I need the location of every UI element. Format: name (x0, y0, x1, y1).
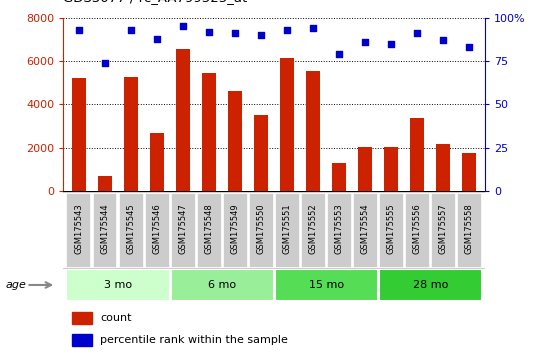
Text: GSM175547: GSM175547 (179, 203, 187, 254)
Bar (410, 118, 424, 191)
FancyBboxPatch shape (301, 193, 326, 268)
Point (283, 27, 291, 33)
FancyBboxPatch shape (353, 193, 377, 268)
Text: GDS3077 / rc_AA799525_at: GDS3077 / rc_AA799525_at (63, 0, 247, 4)
FancyBboxPatch shape (197, 193, 222, 268)
Text: GSM175551: GSM175551 (283, 203, 291, 254)
Text: GSM175558: GSM175558 (464, 203, 474, 254)
FancyBboxPatch shape (67, 269, 170, 301)
Text: GSM175543: GSM175543 (74, 203, 84, 254)
Text: count: count (100, 313, 132, 323)
FancyBboxPatch shape (144, 193, 170, 268)
Text: 28 mo: 28 mo (413, 280, 448, 290)
Point (101, 60, 110, 65)
Bar (72, 79, 86, 191)
FancyBboxPatch shape (171, 269, 274, 301)
Point (465, 44, 474, 50)
Bar (72, 334, 92, 346)
Point (439, 38, 447, 43)
Point (204, 29, 213, 34)
Text: GSM175549: GSM175549 (230, 203, 240, 254)
Text: GSM175550: GSM175550 (257, 203, 266, 254)
Point (231, 30, 240, 36)
FancyBboxPatch shape (223, 193, 247, 268)
Text: 15 mo: 15 mo (309, 280, 344, 290)
Bar (358, 147, 372, 191)
Bar (384, 147, 398, 191)
Text: GSM175545: GSM175545 (127, 203, 136, 254)
Text: age: age (6, 280, 26, 290)
Text: GSM175555: GSM175555 (387, 203, 396, 254)
Point (413, 30, 422, 36)
FancyBboxPatch shape (327, 193, 352, 268)
Point (335, 51, 344, 57)
Text: GSM175546: GSM175546 (153, 203, 161, 254)
Bar (436, 144, 450, 191)
Text: percentile rank within the sample: percentile rank within the sample (100, 335, 288, 346)
Point (361, 39, 370, 45)
Bar (124, 77, 138, 191)
FancyBboxPatch shape (274, 193, 300, 268)
Point (179, 23, 187, 29)
Bar (228, 91, 242, 191)
Bar (332, 163, 347, 191)
FancyBboxPatch shape (457, 193, 482, 268)
Text: GSM175544: GSM175544 (100, 203, 110, 254)
Text: GSM175556: GSM175556 (413, 203, 422, 254)
Bar (280, 58, 294, 191)
Bar (202, 73, 216, 191)
FancyBboxPatch shape (405, 193, 430, 268)
Point (309, 25, 317, 31)
FancyBboxPatch shape (93, 193, 117, 268)
Bar (98, 176, 112, 191)
Text: 3 mo: 3 mo (104, 280, 132, 290)
FancyBboxPatch shape (274, 269, 377, 301)
Text: GSM175552: GSM175552 (309, 203, 318, 254)
Text: GSM175557: GSM175557 (439, 203, 448, 254)
FancyBboxPatch shape (431, 193, 456, 268)
Text: GSM175554: GSM175554 (361, 203, 370, 254)
Point (257, 32, 266, 38)
Point (74, 27, 83, 33)
FancyBboxPatch shape (171, 193, 196, 268)
Point (127, 27, 136, 33)
Point (387, 41, 396, 46)
FancyBboxPatch shape (379, 269, 482, 301)
Point (153, 36, 161, 41)
Bar (462, 153, 477, 191)
Text: GSM175553: GSM175553 (334, 203, 344, 254)
Bar (254, 115, 268, 191)
Text: 6 mo: 6 mo (208, 280, 236, 290)
FancyBboxPatch shape (118, 193, 143, 268)
FancyBboxPatch shape (379, 193, 404, 268)
Bar (150, 133, 164, 191)
FancyBboxPatch shape (67, 193, 91, 268)
FancyBboxPatch shape (249, 193, 274, 268)
Bar (176, 49, 190, 191)
Text: GSM175548: GSM175548 (204, 203, 214, 254)
Bar (306, 71, 320, 191)
Bar (72, 312, 92, 324)
